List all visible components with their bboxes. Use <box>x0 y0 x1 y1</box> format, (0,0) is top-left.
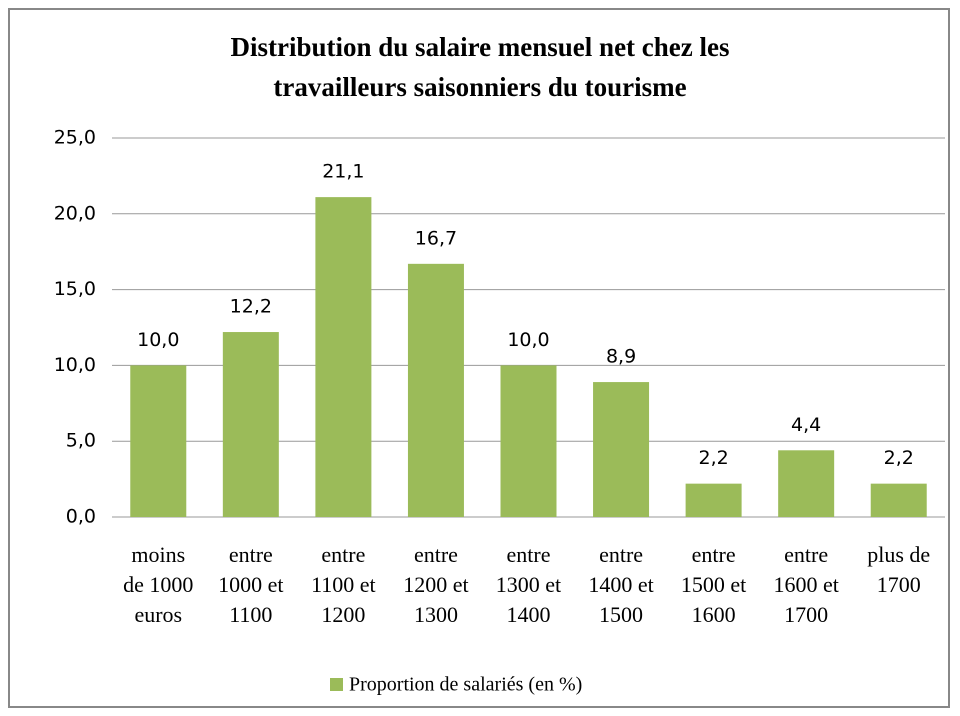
y-tick-label: 10,0 <box>54 354 96 376</box>
y-tick-label: 5,0 <box>66 430 96 452</box>
y-tick-label: 15,0 <box>54 278 96 300</box>
data-label: 12,2 <box>230 296 272 318</box>
x-tick-label: entre <box>229 542 273 567</box>
bar <box>685 483 742 517</box>
bar <box>130 365 187 517</box>
x-tick-label: 1500 et <box>681 572 746 597</box>
data-label: 10,0 <box>507 329 549 351</box>
x-tick-label: 1300 <box>414 602 458 627</box>
bar <box>500 365 557 517</box>
x-tick-label: entre <box>599 542 643 567</box>
data-label: 16,7 <box>415 227 457 249</box>
data-label: 2,2 <box>699 447 729 469</box>
x-tick-label: 1600 et <box>773 572 838 597</box>
x-tick-label: entre <box>784 542 828 567</box>
x-tick-label: 1600 <box>692 602 736 627</box>
y-tick-label: 20,0 <box>54 202 96 224</box>
x-tick-label: 1300 et <box>496 572 561 597</box>
x-tick-label: entre <box>692 542 736 567</box>
bar <box>870 483 927 517</box>
chart-title: Distribution du salaire mensuel net chez… <box>231 32 730 62</box>
chart-frame <box>8 8 950 708</box>
x-tick-label: entre <box>507 542 551 567</box>
data-label: 2,2 <box>884 447 914 469</box>
chart-title: travailleurs saisonniers du tourisme <box>273 72 686 102</box>
x-tick-label: 1200 et <box>403 572 468 597</box>
x-tick-label: 1100 et <box>311 572 376 597</box>
x-tick-label: euros <box>134 602 182 627</box>
legend-swatch <box>330 678 343 691</box>
legend-label: Proportion de salariés (en %) <box>349 674 582 696</box>
x-tick-label: 1400 et <box>588 572 653 597</box>
x-tick-label: entre <box>321 542 365 567</box>
bar <box>778 450 835 517</box>
data-label: 10,0 <box>137 329 179 351</box>
x-tick-label: 1500 <box>599 602 643 627</box>
bar <box>407 263 464 517</box>
x-tick-label: 1200 <box>321 602 365 627</box>
data-label: 21,1 <box>322 161 364 183</box>
x-tick-label: 1700 <box>784 602 828 627</box>
bar <box>593 382 650 517</box>
x-tick-label: 1700 <box>877 572 921 597</box>
x-tick-label: 1100 <box>229 602 272 627</box>
x-tick-label: plus de <box>867 542 930 567</box>
x-tick-label: entre <box>414 542 458 567</box>
x-tick-label: 1400 <box>507 602 551 627</box>
bar <box>222 332 279 517</box>
x-tick-label: de 1000 <box>123 572 193 597</box>
y-tick-label: 25,0 <box>54 127 96 149</box>
x-tick-label: 1000 et <box>218 572 283 597</box>
data-label: 8,9 <box>606 346 636 368</box>
data-label: 4,4 <box>791 414 821 436</box>
bar <box>315 197 372 517</box>
y-tick-label: 0,0 <box>66 506 96 528</box>
x-tick-label: moins <box>131 542 185 567</box>
